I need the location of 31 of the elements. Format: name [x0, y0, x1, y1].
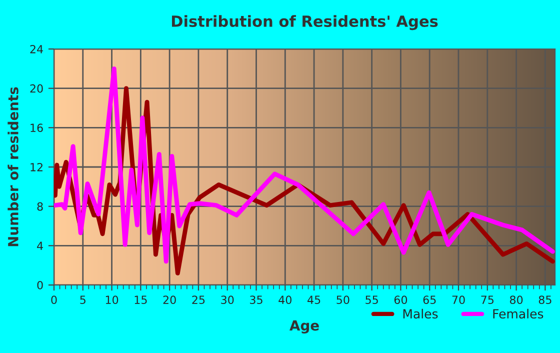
x-tick-label: 70: [452, 296, 465, 304]
x-tick-label: 25: [192, 296, 205, 304]
x-tick-label: 55: [366, 296, 378, 304]
chart-title: Distribution of Residents' Ages: [172, 15, 438, 30]
x-tick-label: 5: [80, 296, 86, 304]
x-tick-label: 40: [278, 296, 292, 304]
legend-label: Females: [493, 308, 544, 319]
x-tick-label: 35: [250, 296, 262, 304]
x-tick-label: 15: [134, 296, 147, 304]
y-tick-label: 0: [37, 280, 43, 290]
x-tick-label: 0: [51, 296, 57, 304]
x-tick-label: 60: [394, 296, 408, 304]
x-tick-label: 45: [308, 296, 320, 304]
y-tick-label: 8: [37, 202, 43, 211]
x-tick-label: 30: [221, 296, 234, 304]
x-tick-label: 75: [481, 296, 494, 304]
y-axis-title: Number of residents: [8, 87, 18, 246]
y-tick-label: 16: [30, 124, 43, 132]
x-tick-label: 50: [336, 296, 350, 304]
y-tick-label: 4: [37, 242, 43, 250]
x-tick-label: 85: [538, 296, 552, 304]
x-tick-label: 80: [510, 296, 523, 304]
x-tick-label: 10: [106, 296, 118, 304]
y-tick-label: 12: [30, 162, 42, 172]
y-tick-label: 24: [30, 44, 43, 54]
line-series: [54, 66, 555, 264]
legend-label: Males: [403, 308, 438, 319]
x-tick-label: 65: [423, 296, 436, 304]
y-tick-label: 20: [30, 84, 43, 93]
x-tick-label: 20: [163, 296, 176, 304]
x-axis-title: Age: [290, 320, 319, 334]
